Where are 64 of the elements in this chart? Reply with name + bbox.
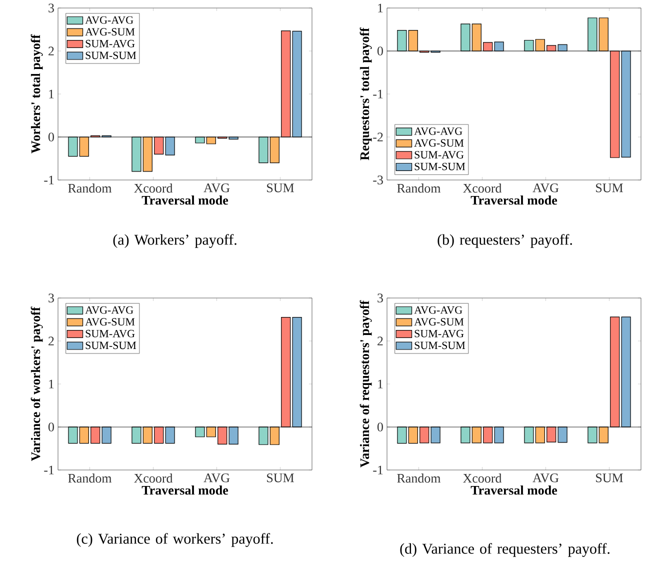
x-axis-title: Traversal mode	[470, 196, 558, 205]
x-tick-label: SUM	[596, 474, 623, 482]
legend-label: SUM-SUM	[86, 52, 136, 60]
text: (b) requesters’ payoff.	[438, 234, 572, 248]
legend-label: SUM-SUM	[414, 162, 466, 170]
x-axis-title: Traversal mode	[470, 486, 558, 495]
y-tick-label: 1	[49, 380, 54, 388]
x-tick-label: Random	[397, 474, 441, 483]
y-tick-label: -1	[373, 90, 383, 98]
y-tick-label: 2	[48, 336, 54, 346]
y-tick-label: -2	[373, 132, 383, 142]
legend-label: SUM-SUM	[414, 342, 466, 350]
x-tick-label: AVG	[204, 474, 230, 482]
legend-label: SUM-AVG	[86, 40, 135, 48]
x-axis-title: Traversal mode	[142, 196, 228, 205]
y-tick-label: 1	[378, 4, 383, 12]
legend-label: AVG-SUM	[85, 28, 135, 36]
y-tick-label: -1	[44, 176, 54, 184]
text: (a) Workers’ payoff.	[113, 234, 236, 248]
x-tick-label: AVG	[532, 184, 559, 192]
legend-label: SUM-AVG	[414, 151, 464, 159]
y-axis-title: Requestors' total payoff	[360, 27, 372, 160]
x-tick-label: Xcoord	[463, 474, 502, 483]
x-tick-label: AVG	[532, 474, 559, 482]
y-tick-label: 0	[377, 422, 383, 432]
text: (c) Variance of workers’ payoff.	[76, 533, 273, 547]
y-tick-label: -1	[373, 466, 383, 474]
y-tick-label: 2	[378, 336, 383, 346]
legend-label: AVG-AVG	[414, 128, 462, 135]
y-tick-label: 3	[378, 294, 383, 302]
x-tick-label: SUM	[267, 184, 294, 192]
legend-label: AVG-SUM	[414, 139, 464, 147]
legend-label: AVG-SUM	[414, 318, 464, 326]
x-tick-label: AVG	[204, 184, 230, 192]
y-tick-label: 3	[48, 294, 54, 302]
x-tick-label: Xcoord	[134, 184, 173, 193]
text: (d) Variance of requesters’ payoff.	[400, 543, 610, 557]
x-tick-label: Random	[68, 184, 112, 193]
legend-label: SUM-AVG	[86, 330, 135, 338]
y-tick-label: -3	[373, 176, 383, 184]
y-tick-label: 1	[378, 380, 383, 388]
legend-label: AVG-AVG	[85, 306, 134, 314]
y-tick-label: 1	[49, 90, 54, 98]
x-tick-label: Random	[397, 184, 441, 193]
y-tick-label: -1	[44, 466, 54, 474]
y-axis-title: Variance of requestors' payoff	[360, 300, 372, 468]
legend-label: AVG-AVG	[85, 16, 134, 24]
legend-label: AVG-AVG	[414, 306, 462, 314]
y-tick-label: 0	[48, 132, 54, 142]
x-tick-label: Xcoord	[134, 474, 173, 483]
x-tick-label: Xcoord	[463, 184, 502, 193]
x-tick-label: Random	[68, 474, 112, 483]
y-axis-title: Variance of workers' payoff	[30, 306, 43, 462]
legend-label: AVG-SUM	[85, 318, 135, 326]
x-tick-label: SUM	[267, 474, 294, 482]
y-tick-label: 0	[48, 422, 54, 432]
y-tick-label: 3	[48, 4, 54, 12]
y-tick-label: 0	[377, 46, 383, 56]
x-tick-label: SUM	[596, 184, 623, 192]
y-tick-label: 2	[48, 46, 54, 56]
y-axis-title: Workers' total payoff	[30, 34, 43, 154]
x-axis-title: Traversal mode	[142, 486, 228, 495]
legend-label: SUM-AVG	[414, 330, 464, 338]
legend-label: SUM-SUM	[86, 342, 136, 350]
